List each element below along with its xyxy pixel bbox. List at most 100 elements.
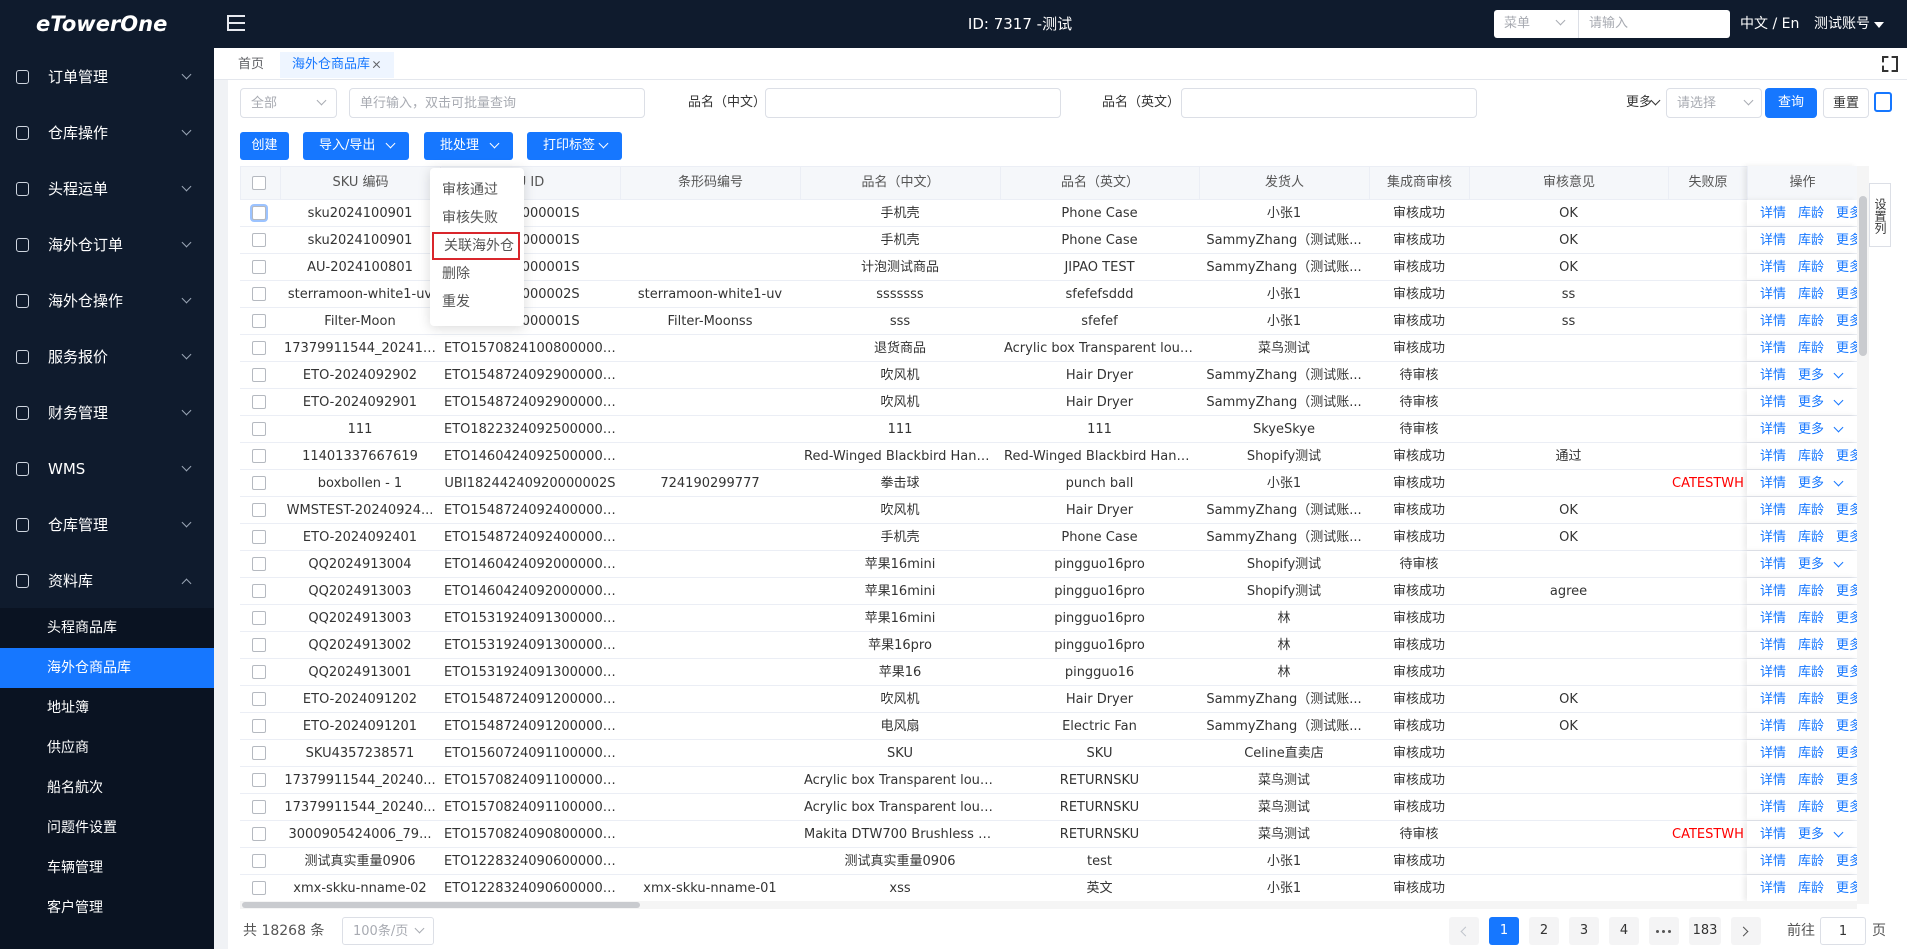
row-action[interactable]: 更多 (1836, 206, 1857, 221)
submenu-item[interactable]: 地址簿 (47, 700, 89, 716)
tab[interactable]: 海外仓商品库 (292, 57, 371, 72)
checkbox[interactable] (252, 233, 266, 247)
menu-item[interactable]: 服务报价 (48, 348, 109, 366)
checkbox[interactable] (252, 827, 266, 841)
row-action[interactable]: 库龄 (1798, 449, 1825, 464)
row-action[interactable]: 库龄 (1798, 530, 1825, 545)
page-button[interactable]: 3 (1569, 917, 1599, 945)
row-action[interactable]: 详情 (1760, 530, 1787, 545)
row-action[interactable]: 更多 (1836, 854, 1857, 869)
row-action[interactable]: 详情 (1760, 827, 1787, 842)
reset-button[interactable]: 重置 (1823, 88, 1869, 118)
checkbox[interactable] (252, 260, 266, 274)
row-action[interactable]: 库龄 (1798, 854, 1825, 869)
checkbox[interactable] (252, 314, 266, 328)
row-action[interactable]: 库龄 (1798, 341, 1825, 356)
account-menu[interactable]: 测试账号 (1814, 16, 1870, 32)
goto-input[interactable]: 1 (1820, 917, 1866, 945)
menu-item[interactable]: 海外仓订单 (48, 236, 124, 254)
row-action[interactable]: 库龄 (1798, 773, 1825, 788)
row-action[interactable]: 详情 (1760, 260, 1787, 275)
row-action[interactable]: 库龄 (1798, 206, 1825, 221)
page-button[interactable]: 4 (1609, 917, 1639, 945)
row-action[interactable]: 详情 (1760, 800, 1787, 815)
row-action[interactable]: 详情 (1760, 206, 1787, 221)
row-action[interactable]: 更多 (1798, 368, 1825, 383)
next-page[interactable] (1731, 917, 1761, 945)
batch-menu-item[interactable]: 重发 (442, 294, 470, 310)
row-action[interactable]: 详情 (1760, 503, 1787, 518)
checkbox[interactable] (252, 176, 266, 190)
checkbox[interactable] (252, 800, 266, 814)
checkbox[interactable] (252, 692, 266, 706)
submenu-item[interactable]: 客户管理 (47, 900, 103, 916)
row-action[interactable]: 详情 (1760, 476, 1787, 491)
menu-item[interactable]: 资料库 (48, 572, 94, 590)
row-action[interactable]: 更多 (1836, 584, 1857, 599)
row-action[interactable]: 详情 (1760, 233, 1787, 248)
submenu-item[interactable]: 头程商品库 (47, 620, 117, 636)
toolbar-button[interactable]: 打印标签 (527, 132, 622, 160)
checkbox[interactable] (252, 611, 266, 625)
row-action[interactable]: 库龄 (1798, 584, 1825, 599)
checkbox[interactable] (252, 449, 266, 463)
header-search[interactable]: 请输入 (1578, 10, 1730, 38)
prev-page[interactable] (1449, 917, 1479, 945)
checkbox[interactable] (252, 287, 266, 301)
row-action[interactable]: 库龄 (1798, 314, 1825, 329)
row-action[interactable]: 库龄 (1798, 611, 1825, 626)
submenu-item[interactable]: 问题件设置 (47, 820, 117, 836)
page-button[interactable]: 2 (1529, 917, 1559, 945)
checkbox[interactable] (252, 665, 266, 679)
query-input[interactable]: 单行输入，双击可批量查询 (349, 88, 645, 118)
toolbar-button[interactable]: 批处理 (424, 132, 513, 160)
row-action[interactable]: 更多 (1836, 746, 1857, 761)
row-action[interactable]: 更多 (1836, 800, 1857, 815)
checkbox[interactable] (252, 557, 266, 571)
checkbox[interactable] (252, 503, 266, 517)
row-action[interactable]: 库龄 (1798, 503, 1825, 518)
row-action[interactable]: 更多 (1836, 287, 1857, 302)
row-action[interactable]: 库龄 (1798, 881, 1825, 896)
column-settings[interactable]: 设置列 (1869, 183, 1891, 247)
row-action[interactable]: 详情 (1760, 854, 1787, 869)
row-action[interactable]: 详情 (1760, 719, 1787, 734)
submenu-item[interactable]: 车辆管理 (47, 860, 103, 876)
batch-menu-item[interactable]: 删除 (442, 266, 470, 282)
tab[interactable]: 首页 (237, 57, 264, 72)
menu-item[interactable]: 海外仓操作 (48, 292, 124, 310)
submenu-item[interactable]: 海外仓商品库 (47, 660, 131, 676)
row-action[interactable]: 更多 (1836, 665, 1857, 680)
row-action[interactable]: 详情 (1760, 692, 1787, 707)
row-action[interactable]: 详情 (1760, 368, 1787, 383)
row-action[interactable]: 详情 (1760, 638, 1787, 653)
row-action[interactable]: 更多 (1836, 503, 1857, 518)
toolbar-button[interactable]: 创建 (240, 132, 289, 160)
more-select[interactable]: 请选择 (1666, 88, 1762, 118)
page-button[interactable]: 183 (1689, 917, 1721, 945)
row-action[interactable]: 详情 (1760, 611, 1787, 626)
row-action[interactable]: 详情 (1760, 341, 1787, 356)
menu-item[interactable]: 财务管理 (48, 404, 109, 422)
row-action[interactable]: 库龄 (1798, 719, 1825, 734)
row-action[interactable]: 更多 (1836, 719, 1857, 734)
row-action[interactable]: 库龄 (1798, 800, 1825, 815)
row-action[interactable]: 更多 (1836, 638, 1857, 653)
more-filters[interactable]: 更多 (1626, 95, 1653, 110)
row-action[interactable]: 详情 (1760, 287, 1787, 302)
checkbox[interactable] (252, 854, 266, 868)
checkbox[interactable] (252, 368, 266, 382)
row-action[interactable]: 库龄 (1798, 638, 1825, 653)
checkbox[interactable] (252, 638, 266, 652)
name-en-input[interactable] (1181, 88, 1477, 118)
submenu-item[interactable]: 供应商 (47, 740, 89, 756)
checkbox[interactable] (252, 206, 266, 220)
row-action[interactable]: 更多 (1798, 395, 1825, 410)
row-action[interactable]: 库龄 (1798, 665, 1825, 680)
toolbar-button[interactable]: 导入/导出 (303, 132, 409, 160)
language-switch[interactable]: 中文 / En (1740, 16, 1800, 32)
checkbox[interactable] (252, 530, 266, 544)
row-action[interactable]: 库龄 (1798, 692, 1825, 707)
batch-menu-item[interactable]: 关联海外仓 (432, 232, 520, 260)
scope-select[interactable]: 全部 (240, 88, 337, 118)
